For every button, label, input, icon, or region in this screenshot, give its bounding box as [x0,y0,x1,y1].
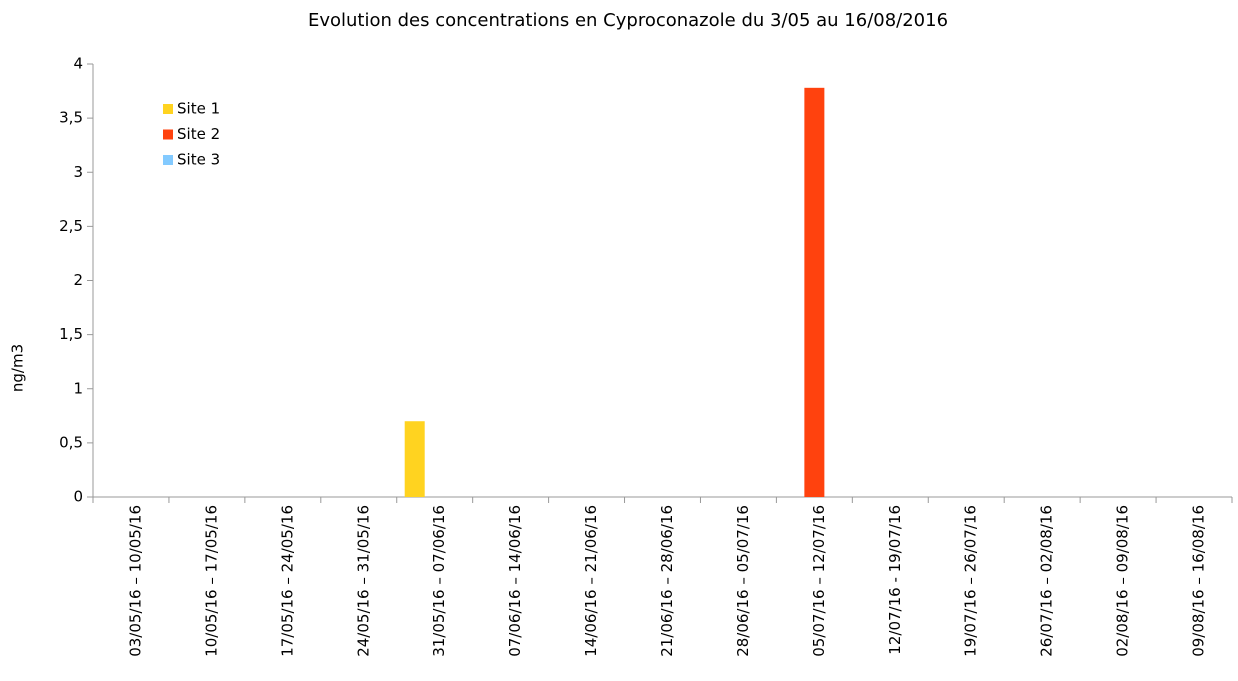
x-tick-label: 14/06/16 – 21/06/16 [582,505,600,657]
y-tick-label: 1,5 [59,325,83,343]
y-axis-label: ng/m3 [9,344,27,392]
x-tick-label: 24/05/16 – 31/05/16 [354,505,372,657]
legend-swatch [163,155,173,165]
x-tick-label: 07/06/16 – 14/06/16 [506,505,524,657]
x-tick-label: 28/06/16 – 05/07/16 [734,505,752,657]
legend-label: Site 2 [177,125,220,143]
x-tick-label: 26/07/16 – 02/08/16 [1038,505,1056,657]
y-tick-label: 4 [73,55,83,73]
x-tick-label: 19/07/16 – 26/07/16 [962,505,980,657]
x-tick-label: 09/08/16 – 16/08/16 [1190,505,1208,657]
legend-label: Site 3 [177,151,220,169]
legend-label: Site 1 [177,100,220,118]
y-tick-label: 2 [73,271,83,289]
x-tick-label: 05/07/16 – 12/07/16 [810,505,828,657]
y-tick-label: 0,5 [59,433,83,451]
x-tick-label: 12/07/16 - 19/07/16 [886,505,904,655]
legend-swatch [163,104,173,114]
y-tick-label: 1 [73,379,83,397]
legend-swatch [163,129,173,140]
bar [804,87,825,497]
bar [404,421,425,497]
x-tick-label: 02/08/16 – 09/08/16 [1114,505,1132,657]
chart-title: Evolution des concentrations en Cyprocon… [308,10,948,31]
x-tick-label: 03/05/16 – 10/05/16 [126,505,144,657]
x-tick-label: 17/05/16 – 24/05/16 [278,505,296,657]
y-tick-label: 2,5 [59,217,83,235]
y-tick-label: 3,5 [59,109,83,127]
y-tick-label: 3 [73,163,83,181]
x-tick-label: 31/05/16 – 07/06/16 [430,505,448,657]
x-tick-label: 21/06/16 – 28/06/16 [658,505,676,657]
y-tick-label: 0 [73,488,83,506]
x-tick-label: 10/05/16 – 17/05/16 [202,505,220,657]
